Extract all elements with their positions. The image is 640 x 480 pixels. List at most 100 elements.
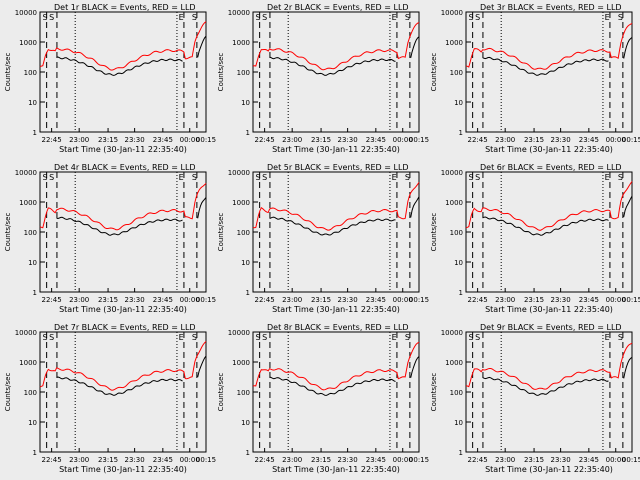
y-tick-label: 1 <box>33 449 37 457</box>
x-tick-label: 00:00 <box>180 456 200 464</box>
y-tick-label: 10000 <box>441 329 463 337</box>
lld-series <box>39 341 207 391</box>
marker-label: E <box>605 173 610 182</box>
detector-panel: Det 6r BLACK = Events, RED = LLD 1 10 100 10… <box>430 163 640 314</box>
y-tick-label: 10 <box>241 259 250 267</box>
x-tick-label: 00:15 <box>196 456 216 464</box>
lld-series <box>39 182 207 231</box>
lld-series <box>465 181 633 231</box>
marker-label: S <box>405 333 410 342</box>
x-axis-label: Start Time (30-Jan-11 22:35:40) <box>485 145 613 154</box>
y-tick-label: 100 <box>24 229 37 237</box>
detector-panel: Det 8r BLACK = Events, RED = LLD 1 10 100 10… <box>217 323 429 474</box>
x-tick-label: 22:45 <box>255 296 275 304</box>
marker-label: S <box>468 173 473 182</box>
y-tick-label: 100 <box>237 229 250 237</box>
x-tick-label: 23:30 <box>551 456 571 464</box>
y-tick-label: 100 <box>24 69 37 77</box>
x-tick-label: 23:30 <box>338 456 358 464</box>
marker-label: S <box>49 13 54 22</box>
x-tick-label: 23:30 <box>125 456 145 464</box>
marker-label: S <box>262 333 267 342</box>
marker-label: S <box>405 173 410 182</box>
x-tick-label: 00:15 <box>409 296 429 304</box>
x-tick-label: 00:00 <box>180 296 200 304</box>
y-tick-label: 10 <box>28 419 37 427</box>
x-tick-label: 23:45 <box>153 136 173 144</box>
x-tick-label: 00:00 <box>393 296 413 304</box>
x-axis-label: Start Time (30-Jan-11 22:35:40) <box>272 145 400 154</box>
marker-label: S <box>618 333 623 342</box>
plot-frame <box>465 171 633 293</box>
x-tick-label: 23:15 <box>98 136 118 144</box>
y-tick-label: 1 <box>246 449 250 457</box>
y-axis-label: Counts/sec <box>430 373 438 412</box>
x-tick-label: 00:00 <box>393 456 413 464</box>
panel-title: Det 2r BLACK = Events, RED = LLD <box>267 3 409 12</box>
x-tick-label: 22:45 <box>42 136 62 144</box>
events-series <box>482 37 633 76</box>
x-tick-label: 23:15 <box>98 456 118 464</box>
x-tick-label: 23:45 <box>366 296 386 304</box>
x-tick-label: 00:00 <box>606 296 626 304</box>
x-tick-label: 22:45 <box>42 296 62 304</box>
detector-panel: Det 9r BLACK = Events, RED = LLD 1 10 100 10… <box>430 323 640 474</box>
plot-frame <box>252 331 420 453</box>
marker-label: S <box>42 173 47 182</box>
x-tick-label: 23:30 <box>551 296 571 304</box>
marker-label: S <box>42 13 47 22</box>
x-tick-label: 23:30 <box>125 136 145 144</box>
y-tick-label: 1 <box>246 289 250 297</box>
detector-panel: Det 2r BLACK = Events, RED = LLD 1 10 100 10… <box>217 3 429 154</box>
x-tick-label: 23:45 <box>153 456 173 464</box>
y-axis-label: Counts/sec <box>217 53 225 92</box>
y-tick-label: 100 <box>237 69 250 77</box>
x-axis-label: Start Time (30-Jan-11 22:35:40) <box>272 465 400 474</box>
marker-label: S <box>192 13 197 22</box>
x-tick-label: 00:15 <box>196 136 216 144</box>
x-tick-label: 23:00 <box>69 296 89 304</box>
detector-panel: Det 4r BLACK = Events, RED = LLD 1 10 100 10… <box>4 163 216 314</box>
lld-series <box>252 22 420 71</box>
y-tick-label: 1000 <box>19 199 37 207</box>
x-tick-label: 00:00 <box>180 136 200 144</box>
panel-title: Det 7r BLACK = Events, RED = LLD <box>54 323 196 332</box>
panel-title: Det 8r BLACK = Events, RED = LLD <box>267 323 409 332</box>
panel-title: Det 5r BLACK = Events, RED = LLD <box>267 163 409 172</box>
x-tick-label: 23:15 <box>524 456 544 464</box>
y-tick-label: 10 <box>28 99 37 107</box>
y-tick-label: 10000 <box>15 169 37 177</box>
lld-series <box>465 342 633 390</box>
x-axis-label: Start Time (30-Jan-11 22:35:40) <box>272 305 400 314</box>
marker-label: S <box>262 173 267 182</box>
x-tick-label: 23:00 <box>495 136 515 144</box>
marker-label: S <box>618 13 623 22</box>
x-axis-label: Start Time (30-Jan-11 22:35:40) <box>59 145 187 154</box>
x-tick-label: 23:00 <box>495 456 515 464</box>
y-tick-label: 10 <box>454 99 463 107</box>
events-series <box>56 197 207 236</box>
marker-label: S <box>49 173 54 182</box>
detector-panel: Det 3r BLACK = Events, RED = LLD 1 10 100 10… <box>430 3 640 154</box>
y-tick-label: 100 <box>450 69 463 77</box>
events-series <box>269 196 420 236</box>
x-tick-label: 23:45 <box>366 456 386 464</box>
x-tick-label: 22:45 <box>468 136 488 144</box>
y-tick-label: 10000 <box>15 9 37 17</box>
y-tick-label: 10000 <box>15 329 37 337</box>
marker-label: S <box>468 333 473 342</box>
x-tick-label: 00:15 <box>196 296 216 304</box>
marker-label: E <box>605 333 610 342</box>
y-tick-label: 10000 <box>228 169 250 177</box>
x-tick-label: 00:15 <box>622 456 640 464</box>
y-tick-label: 1 <box>33 129 37 137</box>
events-series <box>482 356 633 396</box>
y-tick-label: 1000 <box>232 199 250 207</box>
marker-label: S <box>475 173 480 182</box>
x-tick-label: 23:30 <box>338 136 358 144</box>
marker-label: S <box>262 13 267 22</box>
x-tick-label: 23:00 <box>495 296 515 304</box>
marker-label: S <box>475 13 480 22</box>
y-axis-label: Counts/sec <box>4 373 12 412</box>
